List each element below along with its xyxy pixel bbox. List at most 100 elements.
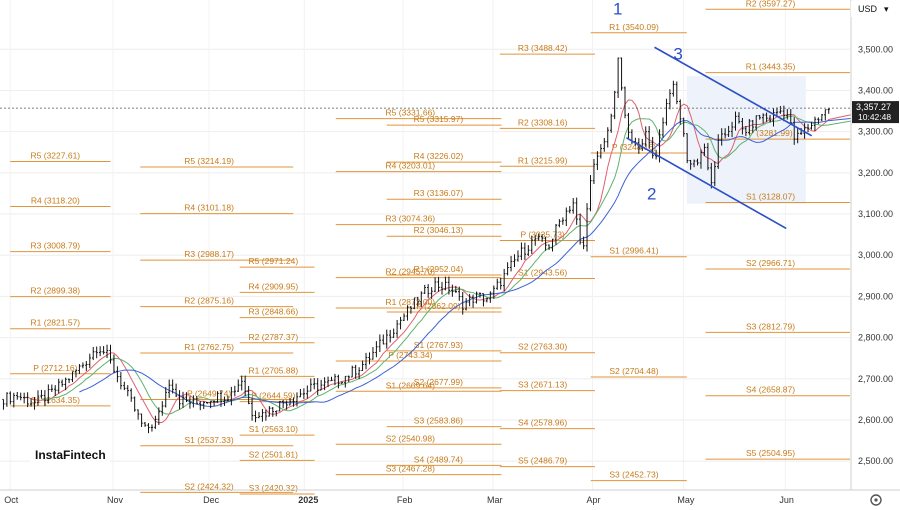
wave-label: 3 xyxy=(673,45,682,64)
month-label: Apr xyxy=(586,495,600,505)
pivot-label: S1 (2563.10) xyxy=(249,424,298,434)
pivot-label: R2 (3308.16) xyxy=(518,117,568,127)
pivot-label: R1 (3443.35) xyxy=(746,62,796,72)
wave-label: 2 xyxy=(647,185,656,204)
pivot-label: S2 (2677.99) xyxy=(414,377,463,387)
pivot-label: R4 (2909.95) xyxy=(249,281,299,291)
price-tick-label: 3,300.00 xyxy=(858,127,893,137)
pivot-label: R4 (3101.18) xyxy=(184,203,234,213)
pivot-label: R1 (3540.09) xyxy=(609,22,659,32)
moving-average-line xyxy=(79,115,879,408)
price-tick-label: 2,900.00 xyxy=(858,291,893,301)
price-tick-label: 3,100.00 xyxy=(858,209,893,219)
month-label: Nov xyxy=(107,495,124,505)
pivot-label: R4 (3226.02) xyxy=(414,151,464,161)
moving-average-line xyxy=(41,115,879,415)
settings-gear-icon[interactable] xyxy=(870,494,882,506)
upper-trendline xyxy=(654,46,813,137)
pivot-label: R1 (2821.57) xyxy=(31,318,81,328)
pivot-label: R2 (2875.16) xyxy=(184,296,234,306)
pivot-label: S5 (2486.79) xyxy=(518,456,567,466)
pivot-label: R3 (2848.66) xyxy=(249,307,299,317)
pivot-label: S1 (2537.33) xyxy=(185,435,234,445)
pivot-label: R2 (2787.37) xyxy=(249,332,299,342)
pivot-label: S2 (2424.32) xyxy=(185,481,234,491)
pivot-label: R1 (3215.99) xyxy=(518,155,568,165)
last-price-badge: 3,357.27 10:42:48 xyxy=(852,101,899,124)
pivot-label: S2 (2704.48) xyxy=(609,366,658,376)
pivot-label: R2 (2899.38) xyxy=(31,286,81,296)
price-tick-label: 3,500.00 xyxy=(858,44,893,54)
pivot-label: S4 (2489.74) xyxy=(414,454,463,464)
pivot-label: R5 (2971.24) xyxy=(249,256,299,266)
pivot-label: S2 (2501.81) xyxy=(249,449,298,459)
month-label: Mar xyxy=(487,495,503,505)
pivot-label: S1 (2767.93) xyxy=(414,340,463,350)
pivot-label: R1 (2705.88) xyxy=(249,365,299,375)
chart-grid xyxy=(0,0,850,490)
pivot-label: R5 (3315.97) xyxy=(414,114,464,124)
time-axis[interactable]: Oct Nov Dec 2025 Feb Mar Apr May Jun xyxy=(4,495,794,505)
pivot-label: S4 (2578.96) xyxy=(518,418,567,428)
pivot-label: R3 (3074.36) xyxy=(386,214,436,224)
pivot-label: P (2649.74) xyxy=(187,388,231,398)
pivot-label: P (2644.59) xyxy=(251,391,295,401)
currency-box[interactable] xyxy=(851,1,899,17)
pivot-label: P (2743.34) xyxy=(388,350,432,360)
pivot-label: S4 (2658.87) xyxy=(746,385,795,395)
price-tick-label: 3,000.00 xyxy=(858,250,893,260)
pivot-label: R3 (2988.17) xyxy=(184,249,234,259)
brand-name: InstaFintech xyxy=(35,448,106,462)
pivot-label: S1 (3128.07) xyxy=(746,191,795,201)
month-label: Feb xyxy=(397,495,413,505)
pivot-label: R3 (3488.42) xyxy=(518,43,568,53)
pivot-label: P (3248.16) xyxy=(612,142,656,152)
pivot-label: S1 (2996.41) xyxy=(609,246,658,256)
price-tick-label: 2,600.00 xyxy=(858,415,893,425)
price-tick-label: 3,400.00 xyxy=(858,85,893,95)
pivot-label: R1 (2762.75) xyxy=(184,342,234,352)
price-axis-background xyxy=(851,0,900,510)
pivot-label: R4 (3203.01) xyxy=(386,161,436,171)
pivot-label: R3 (3136.07) xyxy=(414,188,464,198)
currency-dropdown-icon[interactable]: ▾ xyxy=(884,4,889,14)
month-label: Dec xyxy=(203,495,220,505)
pivot-levels: R5 (3227.61) R4 (3118.20) R3 (3008.79) R2 (… xyxy=(10,0,850,495)
pivot-label: S5 (2504.95) xyxy=(746,448,795,458)
pivot-label: S1 (2943.56) xyxy=(518,267,567,277)
pivot-label: P (2712.16) xyxy=(33,363,77,373)
pivot-label: S3 (2812.79) xyxy=(746,321,795,331)
pivot-label: S3 (2583.86) xyxy=(414,416,463,426)
pivot-label: R5 (3331.66) xyxy=(386,108,436,118)
pivot-label: R5 (3227.61) xyxy=(31,150,81,160)
pivot-label: S2 (2763.30) xyxy=(518,342,567,352)
value-area-box xyxy=(686,76,806,204)
month-label: Jun xyxy=(779,495,794,505)
pivot-label: R4 (3118.20) xyxy=(31,196,80,206)
pivot-label: P (2862.09) xyxy=(416,301,460,311)
month-label: 2025 xyxy=(298,495,318,505)
brand-badge: InstaFintech xyxy=(30,443,110,465)
pivot-label: S1 (2669.64) xyxy=(386,380,435,390)
pivot-label: S3 (2671.13) xyxy=(518,380,567,390)
countdown-value: 10:42:48 xyxy=(858,112,891,122)
price-tick-label: 2,500.00 xyxy=(858,456,893,466)
month-label: May xyxy=(677,495,695,505)
wave-annotations: 1 3 2 xyxy=(613,0,683,204)
price-tick-label: 2,700.00 xyxy=(858,374,893,384)
pivot-label: R5 (3214.19) xyxy=(184,156,234,166)
pivot-label: R2 (3046.13) xyxy=(414,225,464,235)
pivot-label: S1 (2634.35) xyxy=(31,395,80,405)
price-candles xyxy=(2,57,830,434)
pivot-label: R1 (2872.00) xyxy=(386,297,436,307)
pivot-label: P (3035.73) xyxy=(521,230,565,240)
currency-label[interactable]: USD xyxy=(858,4,878,14)
pivot-label: P (3281.99) xyxy=(748,128,792,138)
price-axis[interactable]: 3,500.00 3,400.00 3,300.00 3,200.00 3,100.00… xyxy=(858,44,893,466)
pivot-label: S2 (2540.98) xyxy=(386,433,435,443)
price-tick-label: 2,800.00 xyxy=(858,333,893,343)
price-tick-label: 3,200.00 xyxy=(858,168,893,178)
pivot-label: R3 (3008.79) xyxy=(31,241,81,251)
month-label: Oct xyxy=(4,495,19,505)
pivot-label: S2 (2966.71) xyxy=(746,258,795,268)
